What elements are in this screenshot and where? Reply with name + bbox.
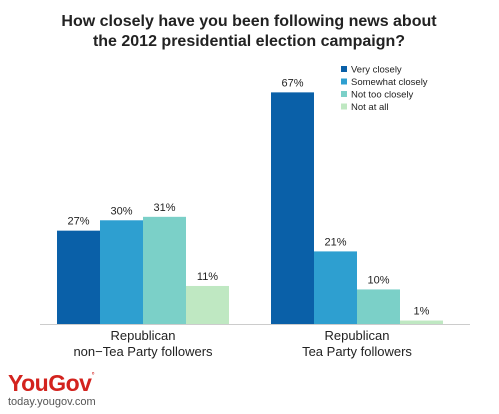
category-label: non−Tea Party followers [73, 344, 213, 359]
legend-swatch [341, 91, 347, 97]
bar [186, 285, 229, 324]
bar-chart: How closely have you been following news… [40, 13, 470, 359]
data-label: 21% [324, 236, 346, 248]
category-label: Tea Party followers [302, 344, 412, 359]
legend-label: Not too closely [351, 90, 414, 101]
yougov-logo: YouGov° [8, 370, 95, 396]
bar [100, 220, 143, 324]
bar [57, 230, 100, 324]
legend-swatch [341, 66, 347, 72]
data-label: 27% [67, 216, 89, 228]
data-label: 1% [414, 306, 430, 318]
data-label: 11% [197, 271, 218, 283]
data-label: 67% [281, 77, 303, 89]
chart-title-line: How closely have you been following news… [61, 13, 437, 30]
category-label: Republican [324, 328, 389, 343]
bar [271, 92, 314, 324]
bar [314, 251, 357, 324]
legend-swatch [341, 103, 347, 110]
bar [400, 320, 443, 324]
legend-label: Somewhat closely [351, 77, 428, 88]
data-label: 10% [367, 274, 389, 286]
category-label: Republican [110, 328, 175, 343]
legend-swatch [341, 78, 347, 85]
chart-title-line: the 2012 presidential election campaign? [93, 33, 405, 50]
data-label: 31% [153, 202, 175, 214]
legend-label: Very closely [351, 65, 402, 76]
bar [143, 216, 186, 324]
bar [357, 289, 400, 324]
brand-block: YouGov° today.yougov.com [8, 370, 96, 409]
brand-url: today.yougov.com [8, 396, 96, 408]
legend-label: Not at all [351, 102, 389, 113]
data-label: 30% [110, 205, 132, 217]
